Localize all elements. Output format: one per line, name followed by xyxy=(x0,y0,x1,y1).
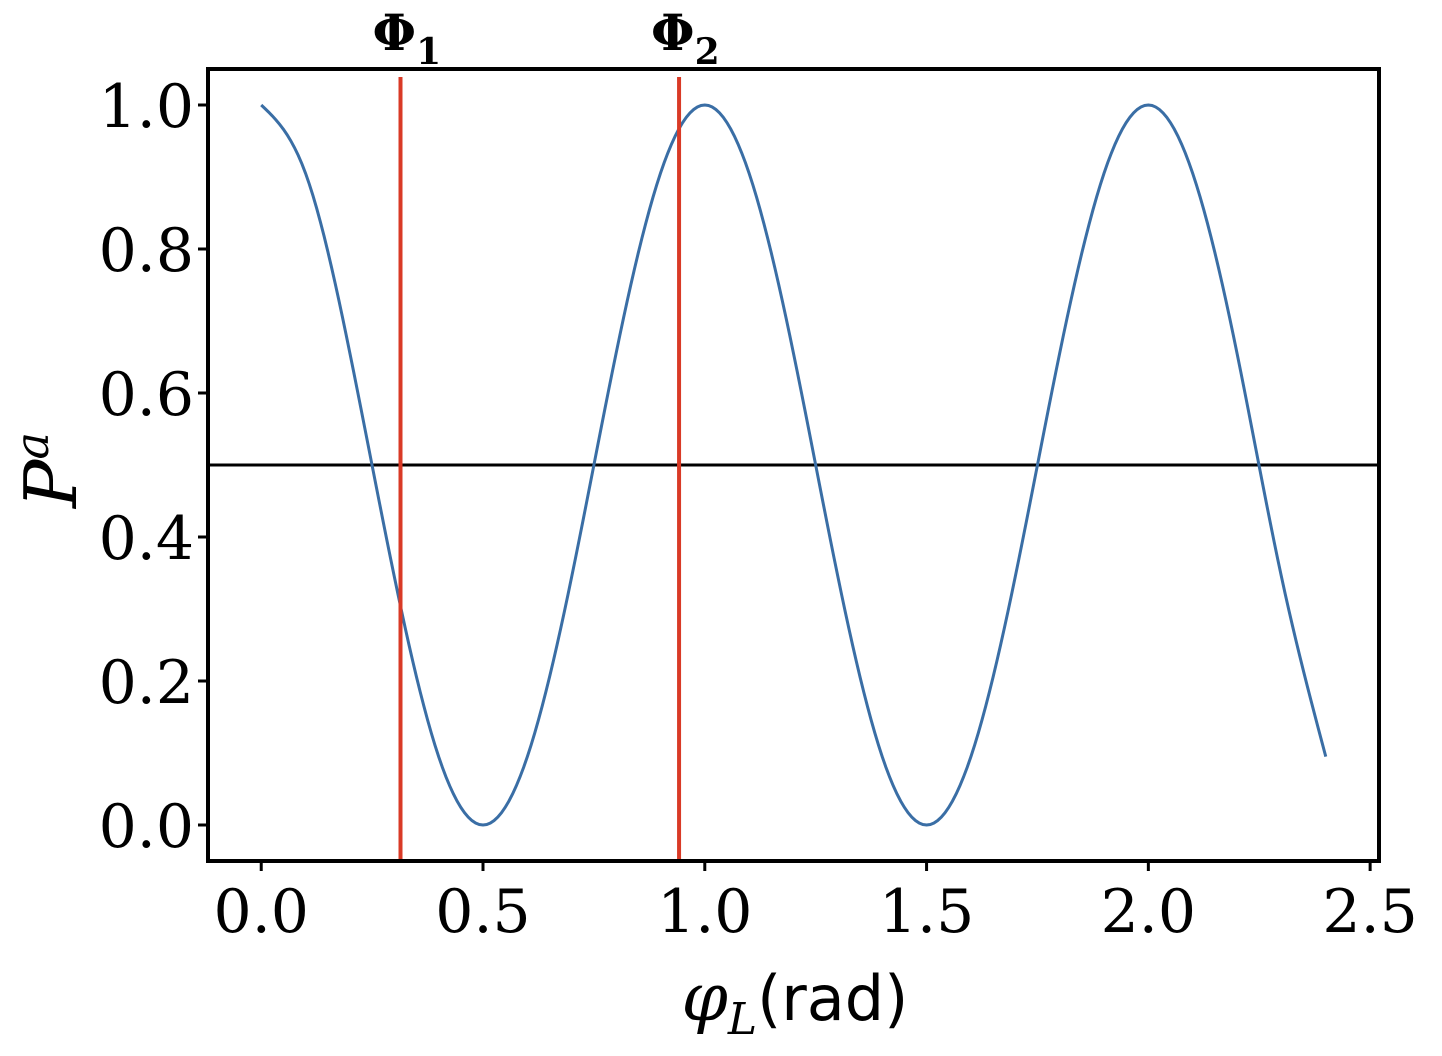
marker-label-symbol: Φ xyxy=(373,3,417,62)
marker-label-subscript: 1 xyxy=(416,31,441,73)
marker-label-subscript: 2 xyxy=(695,31,720,73)
x-axis-label-unit: (rad) xyxy=(757,962,908,1035)
y-tick-label: 0.0 xyxy=(99,792,194,862)
x-tick-label: 2.5 xyxy=(1322,877,1417,947)
series-line xyxy=(260,103,1328,827)
plot-frame xyxy=(206,67,1381,863)
x-axis-label-symbol: φ xyxy=(682,959,728,1036)
y-axis-ticks: 0.0 0.2 0.4 0.6 0.8 1.0 xyxy=(99,72,208,862)
x-axis-ticks: 0.0 0.5 1.0 1.5 2.0 2.5 xyxy=(214,861,1418,947)
plot-marks xyxy=(208,77,1379,861)
y-tick-label: 0.2 xyxy=(99,648,194,718)
marker-labels: Φ1 Φ2 xyxy=(373,3,720,73)
x-axis-label: φL(rad) xyxy=(682,959,909,1045)
x-axis-label-subscript: L xyxy=(727,994,757,1045)
y-tick-label: 1.0 xyxy=(99,72,194,142)
x-tick-label: 2.0 xyxy=(1101,877,1196,947)
y-axis-label-superscript: a xyxy=(5,432,59,459)
y-axis-label: Pa xyxy=(5,432,93,510)
y-tick-label: 0.4 xyxy=(99,504,194,574)
marker-label-symbol: Φ xyxy=(651,3,695,62)
marker-label-1: Φ1 xyxy=(373,3,442,73)
x-tick-label: 1.0 xyxy=(657,877,752,947)
y-tick-label: 0.6 xyxy=(99,360,194,430)
y-axis-label-symbol: P xyxy=(9,458,93,510)
x-tick-label: 0.0 xyxy=(214,877,309,947)
x-tick-label: 1.5 xyxy=(879,877,974,947)
x-tick-label: 0.5 xyxy=(435,877,530,947)
marker-label-2: Φ2 xyxy=(651,3,720,73)
y-tick-label: 0.8 xyxy=(99,216,194,286)
